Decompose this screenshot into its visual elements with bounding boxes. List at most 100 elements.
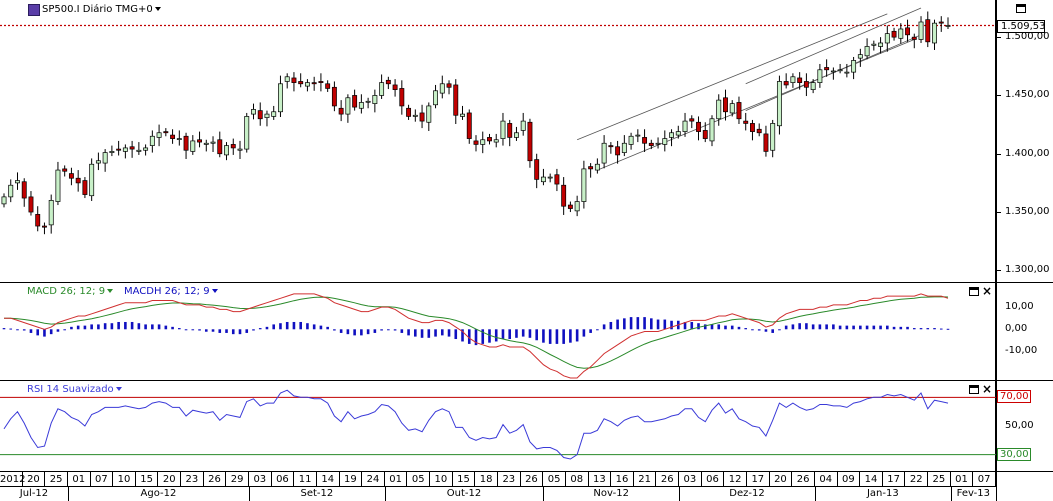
candle xyxy=(689,118,695,122)
axis-tick xyxy=(996,212,1001,214)
chevron-down-icon[interactable] xyxy=(115,387,122,391)
trend-channel-line xyxy=(745,7,922,85)
date-day-label: 22 xyxy=(905,472,929,487)
macd-histogram-bar xyxy=(515,329,518,338)
macd-axis-label: 10,00 xyxy=(1005,301,1034,313)
candle xyxy=(817,69,823,83)
macd-histogram-bar xyxy=(690,321,694,330)
macd-histogram-bar xyxy=(366,329,370,335)
candle xyxy=(176,138,182,140)
macd-histogram-bar xyxy=(70,326,73,330)
rsi-chart[interactable] xyxy=(0,381,996,471)
macdh-label[interactable]: MACDH 26; 12; 9 xyxy=(124,286,218,297)
date-day-label: 25 xyxy=(45,472,68,487)
rsi-line xyxy=(3,389,949,460)
macd-histogram-bar xyxy=(508,329,512,340)
candle xyxy=(810,82,816,90)
date-axis-days[interactable]: 2012 20 25 01 07 10 15 20 23 26 29 03 06 11 14 19 24 01 05… xyxy=(0,471,996,487)
macd-histogram-bar xyxy=(245,329,249,333)
macd-label[interactable]: MACD 26; 12; 9 xyxy=(27,286,114,297)
pane-divider[interactable] xyxy=(0,282,1053,283)
macd-histogram-bar xyxy=(454,329,458,340)
candle xyxy=(871,43,877,46)
date-day-label: 13 xyxy=(589,472,612,487)
date-day-label: 29 xyxy=(226,472,249,487)
candle xyxy=(824,67,830,71)
macd-histogram-bar xyxy=(272,324,276,330)
macd-histogram-bar xyxy=(811,324,815,330)
candle xyxy=(608,145,614,148)
close-rsi-pane-icon[interactable]: × xyxy=(982,382,993,396)
macd-histogram-bar xyxy=(670,320,673,330)
chevron-down-icon[interactable] xyxy=(107,289,114,293)
maximize-rsi-pane-icon[interactable] xyxy=(969,385,979,394)
macd-label-text: MACD 26; 12; 9 xyxy=(27,286,106,297)
date-axis-months[interactable]: Jul-12 Ago-12 Set-12 Out-12 Nov-12 Dez-12 Jan-… xyxy=(0,486,996,501)
date-month-label: Ago-12 xyxy=(140,488,177,499)
candle xyxy=(304,82,310,87)
candle xyxy=(35,214,41,227)
candle xyxy=(898,28,904,39)
macd-histogram-bar xyxy=(434,329,437,337)
candle xyxy=(554,174,560,185)
candle xyxy=(574,201,580,212)
candle xyxy=(311,82,317,85)
date-day-label: 08 xyxy=(566,472,589,487)
close-macd-pane-icon[interactable]: × xyxy=(982,284,993,298)
macd-histogram-bar xyxy=(656,319,660,330)
macd-histogram-bar xyxy=(771,329,774,333)
macd-axis[interactable] xyxy=(996,283,1053,380)
rsi-pane[interactable]: RSI 14 Suavizado xyxy=(0,381,996,471)
candle xyxy=(271,111,277,117)
macd-histogram-bar xyxy=(164,325,168,330)
macd-histogram-bar xyxy=(319,325,323,330)
price-axis[interactable] xyxy=(996,0,1053,282)
rsi-axis[interactable] xyxy=(996,381,1053,471)
chevron-down-icon[interactable] xyxy=(154,7,161,11)
candle xyxy=(696,121,701,132)
candle xyxy=(621,142,627,153)
price-axis-label: 1.300,00 xyxy=(1005,264,1050,276)
macd-histogram-bar xyxy=(730,325,734,330)
macd-histogram-bar xyxy=(151,324,154,330)
price-chart[interactable] xyxy=(0,0,996,282)
pane-divider[interactable] xyxy=(0,380,1053,381)
macd-histogram-bar xyxy=(285,321,289,330)
chevron-down-icon[interactable] xyxy=(211,289,218,293)
date-day-label: 26 xyxy=(521,472,544,487)
maximize-price-pane-icon[interactable] xyxy=(1016,4,1026,13)
maximize-macd-pane-icon[interactable] xyxy=(969,287,979,296)
date-day-label: 07 xyxy=(973,472,996,487)
macd-histogram-bar xyxy=(650,318,653,330)
macd-pane[interactable]: MACD 26; 12; 9 MACDH 26; 12; 9 xyxy=(0,283,996,380)
candle xyxy=(55,169,61,202)
candle xyxy=(102,152,108,164)
date-day-label: 06 xyxy=(272,472,295,487)
macd-histogram-bar xyxy=(555,329,559,344)
macd-chart[interactable] xyxy=(0,283,996,380)
date-day-label: 04 xyxy=(815,472,838,487)
candle xyxy=(540,176,546,183)
candle xyxy=(345,97,351,115)
candle xyxy=(122,147,128,152)
macd-histogram-bar xyxy=(575,329,579,342)
symbol-title[interactable]: SP500.I Diário TMG+0 xyxy=(42,4,161,15)
macd-histogram-bar xyxy=(602,324,606,330)
candle xyxy=(338,107,344,115)
candle xyxy=(109,151,115,153)
candle xyxy=(884,33,890,44)
date-day-label: 24 xyxy=(362,472,385,487)
price-axis-label: 1.500,00 xyxy=(1005,31,1050,43)
rsi-axis-label: 30,00 xyxy=(997,447,1031,461)
macd-axis-label: -10,00 xyxy=(1005,345,1038,357)
macd-histogram-bar xyxy=(63,329,66,331)
macd-histogram-bar xyxy=(231,329,235,335)
macd-histogram-bar xyxy=(757,329,761,331)
candle xyxy=(244,116,250,150)
macd-histogram-bar xyxy=(724,325,727,330)
macd-histogram-bar xyxy=(306,323,309,330)
candle xyxy=(379,82,385,96)
candle xyxy=(42,225,47,228)
rsi-label[interactable]: RSI 14 Suavizado xyxy=(27,384,122,395)
price-pane[interactable]: SP500.I Diário TMG+0 xyxy=(0,0,996,282)
